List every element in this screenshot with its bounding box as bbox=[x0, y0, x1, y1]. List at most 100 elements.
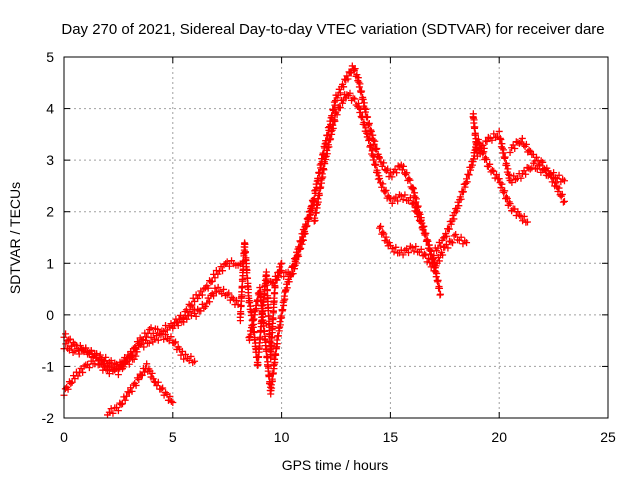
y-tick-label: 2 bbox=[46, 204, 54, 220]
data-point bbox=[260, 320, 268, 328]
data-point bbox=[476, 150, 484, 158]
data-point bbox=[149, 375, 157, 383]
data-point bbox=[198, 291, 206, 299]
data-point bbox=[533, 153, 541, 161]
data-point bbox=[457, 195, 465, 203]
data-point bbox=[406, 176, 414, 184]
data-point bbox=[256, 342, 264, 350]
data-point bbox=[263, 286, 271, 294]
data-point bbox=[430, 251, 438, 259]
data-point bbox=[154, 336, 162, 344]
series-arc-11 bbox=[376, 222, 471, 275]
data-point bbox=[135, 375, 143, 383]
data-point bbox=[457, 233, 465, 241]
data-point bbox=[225, 262, 233, 270]
data-point bbox=[271, 272, 279, 280]
data-point bbox=[498, 180, 506, 188]
data-point bbox=[402, 170, 410, 178]
data-point bbox=[376, 154, 384, 162]
data-point bbox=[525, 146, 533, 154]
data-point bbox=[279, 306, 287, 314]
plot-frame bbox=[63, 56, 609, 419]
data-point bbox=[351, 95, 359, 103]
data-point bbox=[359, 95, 367, 103]
data-point bbox=[356, 108, 364, 116]
data-point bbox=[443, 232, 451, 240]
data-point bbox=[490, 130, 498, 138]
data-point bbox=[280, 272, 288, 280]
data-point bbox=[172, 338, 180, 346]
data-point bbox=[102, 365, 110, 373]
data-point bbox=[299, 236, 307, 244]
data-point bbox=[82, 344, 90, 352]
data-point bbox=[463, 178, 471, 186]
data-point bbox=[497, 135, 505, 143]
data-point bbox=[118, 358, 126, 366]
data-point bbox=[394, 197, 402, 205]
data-point bbox=[154, 378, 162, 386]
data-point bbox=[123, 392, 131, 400]
data-point bbox=[252, 305, 260, 313]
data-point bbox=[228, 293, 236, 301]
data-point bbox=[125, 360, 133, 368]
data-point bbox=[152, 332, 160, 340]
data-point bbox=[557, 192, 565, 200]
data-point bbox=[169, 399, 177, 407]
data-point bbox=[495, 127, 503, 135]
data-point bbox=[284, 268, 292, 276]
data-point bbox=[412, 195, 420, 203]
data-point bbox=[449, 239, 457, 247]
data-point bbox=[329, 124, 337, 132]
data-point bbox=[510, 172, 518, 180]
data-point bbox=[324, 131, 332, 139]
data-point bbox=[434, 276, 442, 284]
data-point bbox=[447, 238, 455, 246]
data-point bbox=[518, 134, 526, 142]
data-point bbox=[424, 254, 432, 262]
data-points bbox=[60, 62, 568, 419]
data-point bbox=[140, 343, 148, 351]
data-point bbox=[102, 353, 110, 361]
data-point bbox=[194, 305, 202, 313]
data-point bbox=[417, 216, 425, 224]
y-tick-label: -2 bbox=[42, 410, 55, 426]
data-point bbox=[500, 146, 508, 154]
data-point bbox=[121, 396, 129, 404]
data-point bbox=[262, 338, 270, 346]
data-point bbox=[358, 87, 366, 95]
data-point bbox=[272, 351, 280, 359]
data-point bbox=[344, 75, 352, 83]
data-point bbox=[154, 325, 162, 333]
data-point bbox=[210, 292, 218, 300]
data-point bbox=[462, 179, 470, 187]
data-point bbox=[283, 284, 291, 292]
data-point bbox=[323, 150, 331, 158]
data-point bbox=[73, 345, 81, 353]
data-point bbox=[269, 377, 276, 385]
data-point bbox=[382, 186, 390, 194]
data-point bbox=[93, 354, 101, 362]
y-tick-label: 0 bbox=[46, 307, 54, 323]
data-point bbox=[373, 144, 381, 152]
data-point bbox=[560, 197, 568, 205]
data-point bbox=[277, 260, 285, 268]
data-point bbox=[371, 137, 379, 145]
data-point bbox=[461, 183, 469, 191]
data-point bbox=[263, 345, 271, 353]
data-point bbox=[87, 346, 95, 354]
data-point bbox=[381, 188, 389, 196]
data-point bbox=[506, 148, 514, 156]
data-point bbox=[74, 372, 82, 380]
data-point bbox=[558, 190, 566, 198]
data-point bbox=[405, 175, 413, 183]
data-point bbox=[382, 233, 390, 241]
data-point bbox=[379, 180, 387, 188]
data-point bbox=[63, 337, 71, 345]
data-point bbox=[105, 408, 113, 416]
series-arc-14 bbox=[506, 134, 568, 206]
data-point bbox=[320, 166, 328, 174]
data-point bbox=[191, 357, 199, 365]
data-point bbox=[212, 288, 220, 296]
data-point bbox=[455, 202, 463, 210]
